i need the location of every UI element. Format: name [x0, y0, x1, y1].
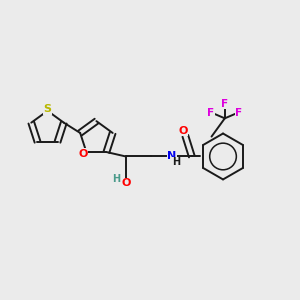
Text: F: F [235, 108, 242, 118]
Text: O: O [178, 126, 188, 136]
Text: F: F [221, 99, 228, 109]
Text: F: F [207, 108, 214, 118]
Text: O: O [122, 178, 131, 188]
Text: S: S [44, 104, 52, 114]
Text: O: O [78, 148, 88, 158]
Text: N: N [167, 151, 176, 161]
Text: H: H [172, 158, 181, 167]
Text: H: H [112, 174, 121, 184]
